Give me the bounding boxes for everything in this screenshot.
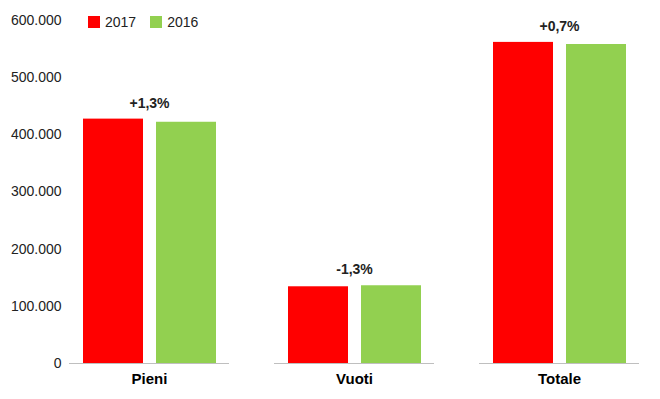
svg-text:500.000: 500.000: [11, 69, 62, 85]
svg-text:+1,3%: +1,3%: [129, 95, 170, 111]
svg-text:Pieni: Pieni: [132, 370, 168, 387]
svg-text:Vuoti: Vuoti: [336, 370, 373, 387]
svg-text:300.000: 300.000: [11, 183, 62, 199]
svg-text:400.000: 400.000: [11, 126, 62, 142]
svg-text:0: 0: [54, 355, 62, 371]
html-text:2016: 2016: [167, 14, 199, 30]
svg-text:-1,3%: -1,3%: [336, 261, 373, 277]
svg-text:+0,7%: +0,7%: [539, 18, 580, 34]
svg-text:100.000: 100.000: [11, 298, 62, 314]
svg-text:200.000: 200.000: [11, 241, 62, 257]
svg-text:Totale: Totale: [538, 370, 581, 387]
svg-text:600.000: 600.000: [11, 12, 62, 28]
html-text:2017: 2017: [105, 14, 137, 30]
